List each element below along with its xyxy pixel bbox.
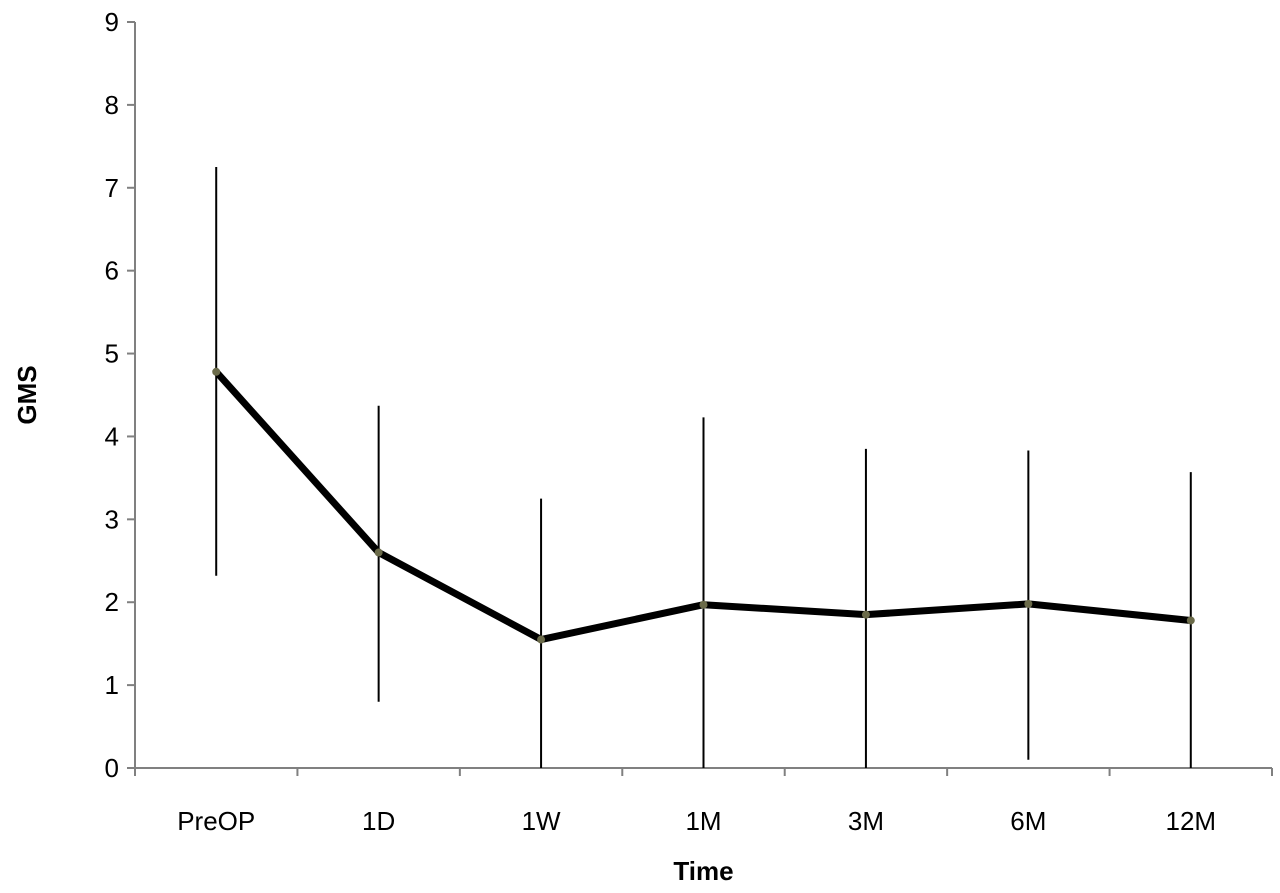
data-point [212,367,221,376]
x-tick-label: 12M [1165,806,1216,836]
error-bars [215,167,1192,768]
data-point [1186,616,1195,625]
data-point [374,548,383,557]
x-tick-label: 1M [685,806,721,836]
x-tick-label: PreOP [177,806,255,836]
y-tick-label: 0 [105,753,119,783]
y-tick-label: 6 [105,256,119,286]
y-tick-label: 4 [105,421,119,451]
data-point [537,635,546,644]
data-point [699,600,708,609]
data-point [861,610,870,619]
y-axis-title: GMS [12,365,42,424]
x-tick-label: 1W [522,806,561,836]
x-tick-label: 3M [848,806,884,836]
y-tick-label: 7 [105,173,119,203]
y-tick-label: 5 [105,339,119,369]
y-ticks: 0 1 2 3 4 5 6 7 8 9 [105,7,135,783]
y-tick-label: 3 [105,504,119,534]
y-tick-label: 9 [105,7,119,37]
x-axis-title: Time [673,856,733,886]
data-points [212,367,1195,644]
data-point [1024,599,1033,608]
y-tick-label: 8 [105,90,119,120]
x-ticks: PreOP 1D 1W 1M 3M 6M 12M [134,768,1273,836]
y-tick-label: 2 [105,587,119,617]
y-tick-label: 1 [105,670,119,700]
x-tick-label: 1D [362,806,395,836]
x-tick-label: 6M [1010,806,1046,836]
